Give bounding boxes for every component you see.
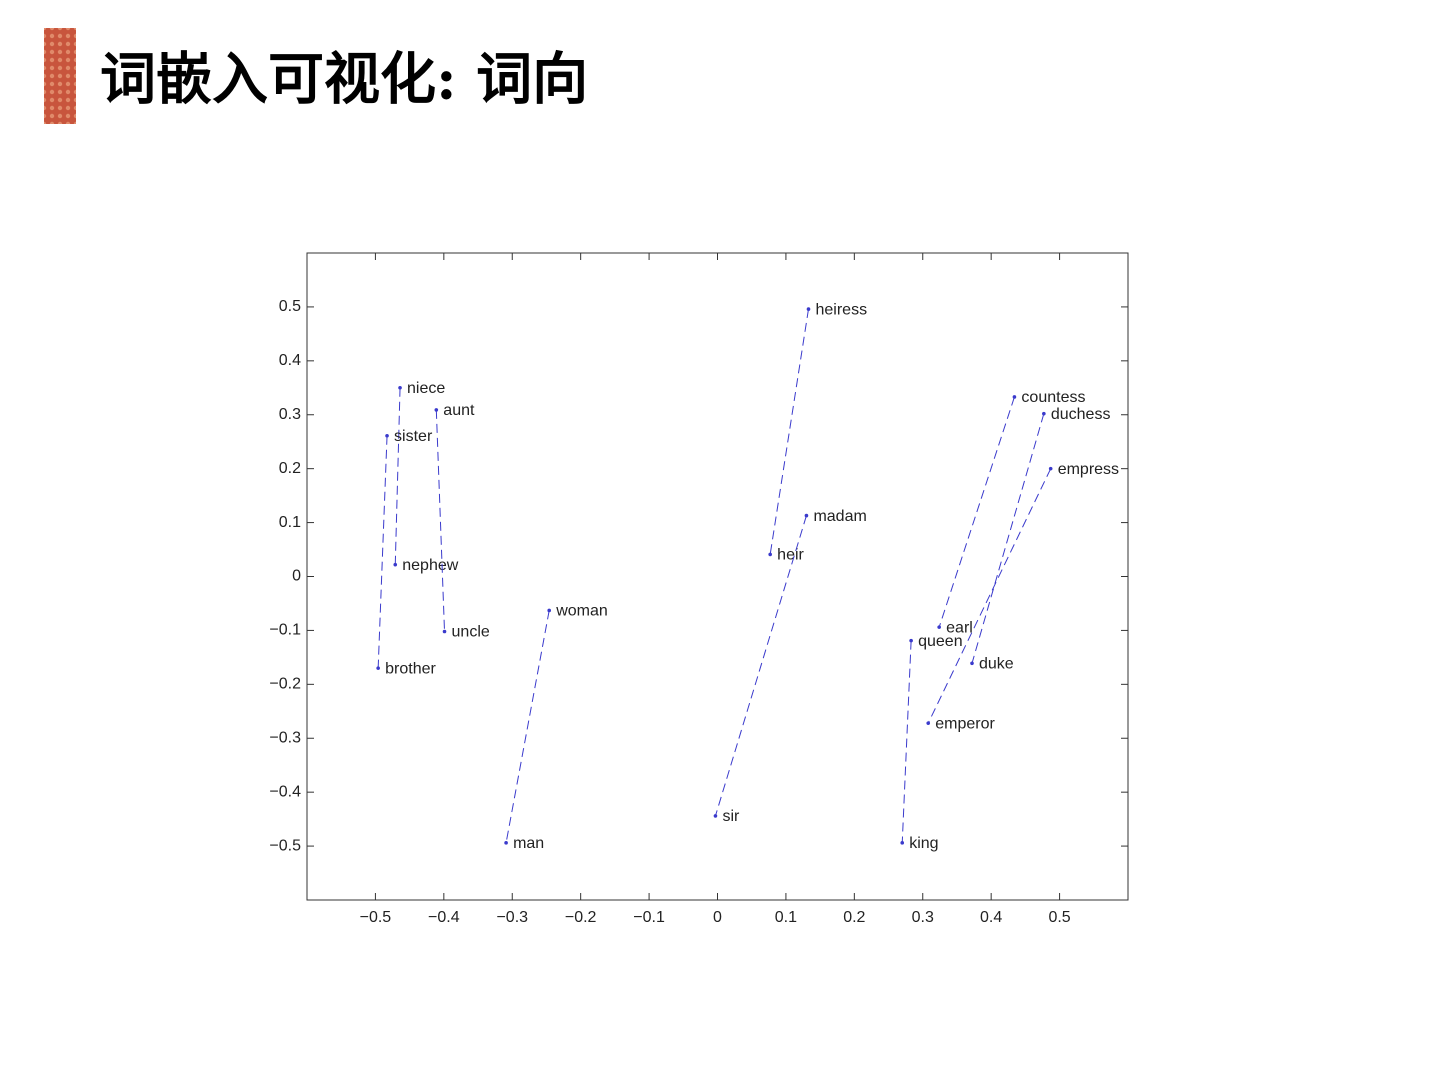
slide-title: 词嵌入可视化: 词向 xyxy=(100,47,588,113)
x-tick-label: 0.5 xyxy=(1048,909,1070,926)
y-tick-label: −0.4 xyxy=(269,783,301,800)
y-tick-label: 0 xyxy=(292,568,301,585)
point xyxy=(398,385,402,390)
point xyxy=(547,608,551,613)
point-label: emperor xyxy=(935,715,995,732)
y-tick-label: 0.2 xyxy=(279,460,301,477)
point xyxy=(376,666,380,670)
point-label: sister xyxy=(394,428,433,445)
pair-line xyxy=(435,409,446,632)
point xyxy=(900,841,905,845)
point-label: niece xyxy=(407,380,445,397)
point-label: sir xyxy=(722,808,740,825)
point xyxy=(504,841,508,845)
point-label: heiress xyxy=(815,301,867,318)
point xyxy=(970,661,974,666)
point-label: earl xyxy=(946,619,973,636)
point xyxy=(768,552,772,557)
x-tick-label: 0.4 xyxy=(980,909,1002,926)
point-label: uncle xyxy=(452,624,490,641)
point xyxy=(1042,411,1046,416)
x-tick-label: 0.3 xyxy=(912,909,934,926)
point-label: aunt xyxy=(443,402,475,419)
y-tick-label: −0.5 xyxy=(269,837,301,854)
pair-line xyxy=(394,387,401,565)
x-tick-label: −0.4 xyxy=(428,909,460,926)
title-decoration xyxy=(44,28,76,124)
y-tick-label: −0.1 xyxy=(269,622,301,639)
point-label: queen xyxy=(918,633,963,650)
point-label: duchess xyxy=(1051,406,1111,423)
point xyxy=(385,433,389,438)
x-tick-label: −0.1 xyxy=(633,909,665,926)
y-tick-label: −0.3 xyxy=(269,729,301,746)
point xyxy=(1012,395,1017,399)
point-label: heir xyxy=(777,547,804,564)
point-label: man xyxy=(513,835,544,852)
y-tick-label: 0.1 xyxy=(279,514,301,531)
point xyxy=(442,629,447,634)
point-label: brother xyxy=(385,660,436,677)
point xyxy=(937,625,941,629)
point-label: duke xyxy=(979,656,1014,673)
point-label: woman xyxy=(555,603,608,620)
point-label: nephew xyxy=(402,557,458,574)
pair-line xyxy=(927,468,1052,724)
point xyxy=(713,814,718,818)
pair-line xyxy=(505,610,550,843)
point xyxy=(393,562,398,567)
y-tick-label: 0.3 xyxy=(279,406,301,423)
point xyxy=(806,307,811,311)
x-tick-label: −0.5 xyxy=(360,909,392,926)
x-tick-label: 0.2 xyxy=(843,909,865,926)
y-tick-label: 0.4 xyxy=(279,352,301,369)
x-tick-label: −0.2 xyxy=(565,909,597,926)
y-tick-label: −0.2 xyxy=(269,676,301,693)
y-tick-label: 0.5 xyxy=(279,298,301,315)
point xyxy=(926,721,931,725)
pair-line xyxy=(901,640,912,843)
pair-line xyxy=(377,435,388,669)
plot-frame xyxy=(306,252,1129,901)
pair-line xyxy=(769,308,809,555)
x-tick-label: 0.1 xyxy=(775,909,797,926)
point-label: madam xyxy=(813,508,866,525)
point xyxy=(804,513,809,518)
point-label: empress xyxy=(1058,461,1119,478)
point-label: king xyxy=(909,835,938,852)
point xyxy=(909,638,913,643)
pair-line xyxy=(971,413,1045,664)
x-tick-label: −0.3 xyxy=(496,909,528,926)
pair-line xyxy=(938,396,1015,628)
point xyxy=(1048,466,1053,471)
pair-line xyxy=(714,515,807,817)
point-label: countess xyxy=(1021,389,1085,406)
x-tick-label: 0 xyxy=(713,909,722,926)
point xyxy=(434,408,439,412)
